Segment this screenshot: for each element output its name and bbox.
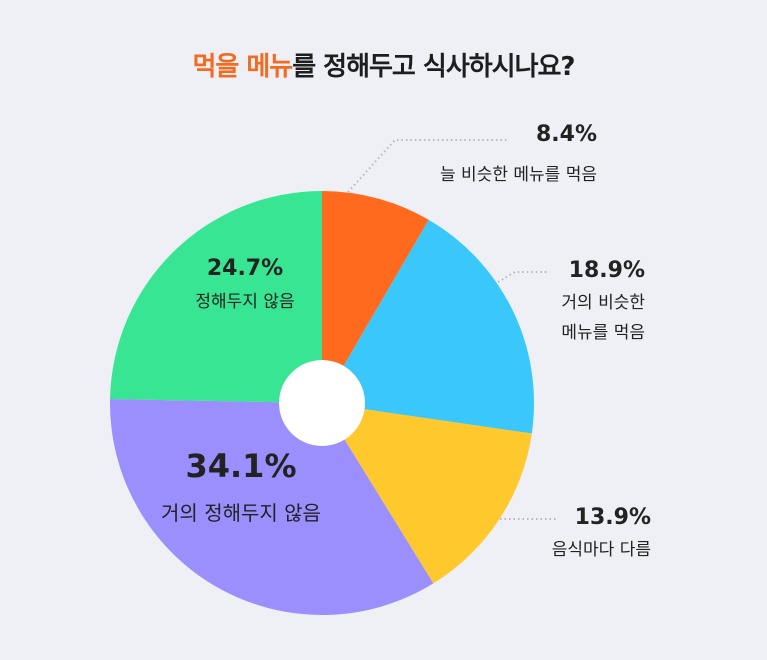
- value-label: 8.4%: [535, 122, 597, 147]
- value-label: 13.9%: [574, 505, 651, 530]
- title-part: 를 정해두고 식사하시나요?: [292, 52, 575, 82]
- leader-line: [497, 271, 548, 283]
- pie-slice: [322, 403, 532, 584]
- value-label: 34.1%: [185, 447, 297, 485]
- donut-hole: [279, 360, 365, 446]
- category-label: 거의 비슷한 메뉴를 먹음: [561, 293, 645, 343]
- value-label: 18.9%: [568, 258, 645, 283]
- category-label: 정해두지 않음: [195, 292, 295, 312]
- category-label: 음식마다 다름: [551, 540, 651, 560]
- pie-slice: [322, 219, 534, 434]
- chart-title: 먹을 메뉴를 정해두고 식사하시나요?: [0, 46, 767, 83]
- leader-line: [347, 139, 508, 193]
- category-label: 거의 정해두지 않음: [161, 501, 321, 525]
- title-part: 먹을 메뉴: [192, 52, 293, 82]
- value-label: 24.7%: [206, 256, 284, 281]
- category-label: 늘 비슷한 메뉴를 먹음: [440, 165, 597, 185]
- pie-slice: [110, 399, 434, 615]
- pie-slice: [110, 191, 322, 403]
- pie-slice: [322, 191, 429, 403]
